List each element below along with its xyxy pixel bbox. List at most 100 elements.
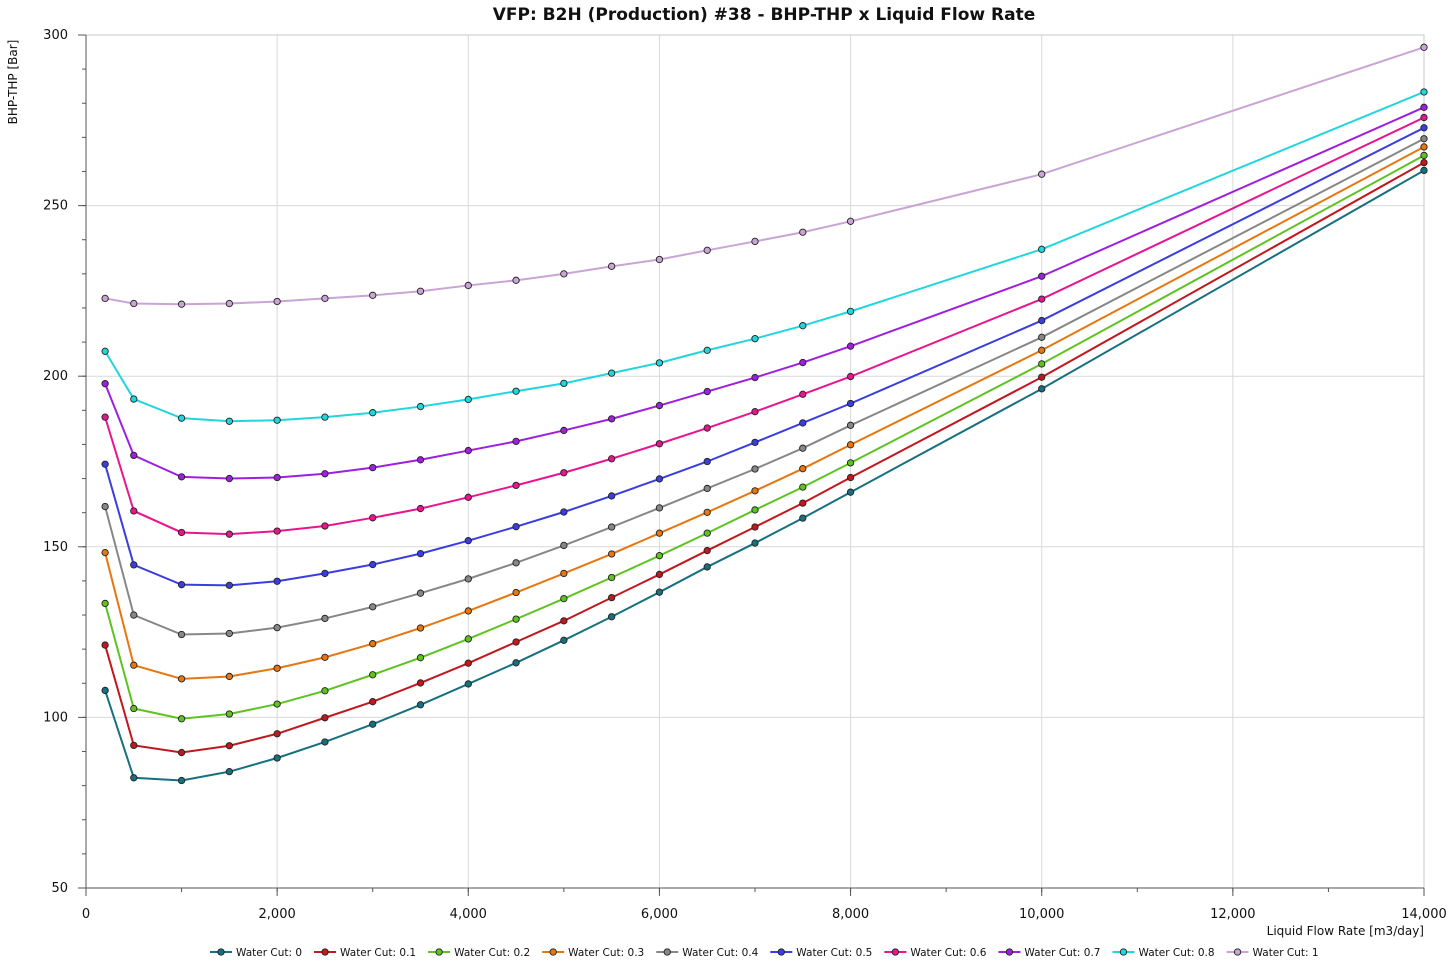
data-point[interactable]: [177, 776, 186, 785]
data-point[interactable]: [512, 481, 520, 490]
data-point[interactable]: [321, 569, 329, 578]
data-point[interactable]: [464, 607, 472, 615]
legend-item[interactable]: Water Cut: 0.6: [884, 947, 987, 959]
data-point[interactable]: [1420, 113, 1428, 122]
data-point[interactable]: [273, 624, 281, 632]
data-point[interactable]: [512, 588, 520, 597]
data-point[interactable]: [369, 698, 377, 706]
data-point[interactable]: [512, 559, 520, 567]
data-point[interactable]: [273, 730, 281, 738]
data-point[interactable]: [273, 473, 281, 482]
data-point[interactable]: [225, 530, 234, 538]
data-point[interactable]: [130, 661, 138, 669]
data-point[interactable]: [799, 390, 807, 398]
data-point[interactable]: [560, 595, 568, 603]
data-point[interactable]: [177, 581, 186, 589]
data-point[interactable]: [177, 748, 186, 757]
data-point[interactable]: [703, 346, 711, 354]
data-point[interactable]: [273, 527, 281, 535]
data-point[interactable]: [130, 611, 138, 619]
data-point[interactable]: [101, 294, 109, 303]
data-point[interactable]: [177, 528, 186, 537]
data-point[interactable]: [369, 560, 377, 569]
data-point[interactable]: [799, 419, 807, 427]
data-point[interactable]: [607, 523, 616, 531]
data-point[interactable]: [846, 217, 855, 225]
data-point[interactable]: [1420, 103, 1428, 111]
data-point[interactable]: [1038, 316, 1046, 325]
data-point[interactable]: [130, 507, 138, 515]
data-point[interactable]: [1038, 295, 1046, 303]
data-point[interactable]: [751, 438, 759, 447]
data-point[interactable]: [560, 379, 568, 388]
data-point[interactable]: [607, 550, 616, 558]
data-point[interactable]: [1420, 43, 1428, 51]
data-point[interactable]: [655, 570, 664, 579]
data-point[interactable]: [1038, 170, 1046, 178]
data-point[interactable]: [751, 335, 759, 343]
data-point[interactable]: [655, 255, 664, 264]
data-point[interactable]: [101, 413, 109, 421]
data-point[interactable]: [703, 508, 711, 516]
data-point[interactable]: [846, 372, 855, 381]
data-point[interactable]: [799, 499, 807, 507]
data-point[interactable]: [512, 638, 520, 646]
data-point[interactable]: [321, 714, 329, 722]
data-point[interactable]: [464, 635, 472, 643]
legend-item[interactable]: Water Cut: 0.7: [998, 947, 1100, 959]
data-point[interactable]: [416, 654, 425, 662]
data-point[interactable]: [101, 460, 109, 468]
data-point[interactable]: [846, 342, 855, 350]
data-point[interactable]: [416, 679, 425, 687]
data-point[interactable]: [1038, 245, 1046, 253]
data-point[interactable]: [607, 262, 616, 270]
data-point[interactable]: [1420, 166, 1428, 175]
data-point[interactable]: [177, 630, 186, 639]
data-point[interactable]: [560, 508, 568, 516]
data-point[interactable]: [225, 417, 234, 425]
data-point[interactable]: [416, 402, 425, 411]
data-point[interactable]: [1038, 272, 1046, 280]
data-point[interactable]: [512, 659, 520, 667]
data-point[interactable]: [799, 514, 807, 522]
data-point[interactable]: [1420, 143, 1428, 151]
data-point[interactable]: [130, 704, 138, 713]
data-point[interactable]: [225, 629, 234, 638]
legend-item[interactable]: Water Cut: 0.2: [428, 947, 530, 959]
data-point[interactable]: [799, 322, 807, 330]
data-point[interactable]: [369, 720, 377, 728]
data-point[interactable]: [751, 539, 759, 547]
data-point[interactable]: [799, 483, 807, 491]
data-point[interactable]: [703, 529, 711, 537]
data-point[interactable]: [464, 281, 472, 290]
data-point[interactable]: [321, 738, 329, 746]
data-point[interactable]: [751, 487, 759, 495]
data-point[interactable]: [846, 421, 855, 429]
data-point[interactable]: [225, 581, 234, 590]
data-point[interactable]: [369, 463, 377, 472]
data-point[interactable]: [1038, 333, 1046, 341]
data-point[interactable]: [321, 522, 329, 530]
data-point[interactable]: [177, 300, 186, 308]
data-point[interactable]: [751, 506, 759, 514]
data-point[interactable]: [101, 686, 109, 695]
data-point[interactable]: [321, 614, 329, 623]
data-point[interactable]: [607, 613, 616, 621]
data-point[interactable]: [560, 617, 568, 625]
data-point[interactable]: [846, 459, 855, 467]
data-point[interactable]: [703, 424, 711, 432]
data-point[interactable]: [130, 395, 138, 403]
data-point[interactable]: [846, 473, 855, 482]
data-point[interactable]: [703, 484, 711, 493]
data-point[interactable]: [273, 297, 281, 306]
legend-item[interactable]: Water Cut: 0.4: [656, 947, 759, 959]
legend-item[interactable]: Water Cut: 0: [210, 947, 302, 959]
data-point[interactable]: [416, 456, 425, 464]
data-point[interactable]: [655, 475, 664, 483]
data-point[interactable]: [655, 552, 664, 560]
data-point[interactable]: [751, 523, 759, 531]
data-point[interactable]: [416, 287, 425, 295]
data-point[interactable]: [512, 387, 520, 395]
data-point[interactable]: [1420, 158, 1428, 167]
data-point[interactable]: [130, 741, 138, 750]
